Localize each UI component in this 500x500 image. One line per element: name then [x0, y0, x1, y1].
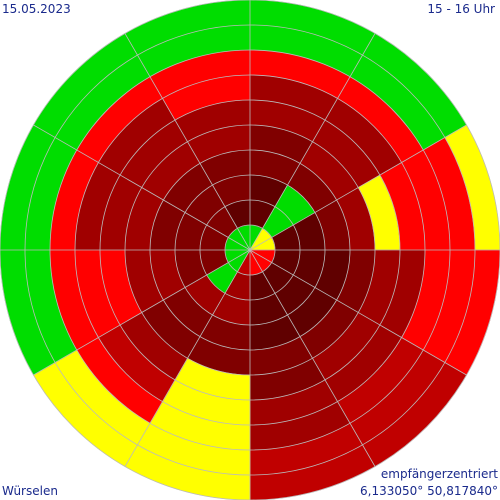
- grid-spoke-1: [249, 33, 376, 251]
- grid-spoke-11: [124, 33, 251, 251]
- grid-spoke-4: [249, 249, 467, 376]
- grid-spoke-7: [124, 249, 251, 467]
- grid-spoke-5: [249, 249, 376, 467]
- grid-spoke-8: [33, 249, 251, 376]
- grid-spoke-2: [249, 124, 467, 251]
- location-label: Würselen: [2, 484, 58, 498]
- coordinates-label: 6,133050° 50,817840°: [360, 484, 498, 498]
- date-label: 15.05.2023: [2, 2, 71, 16]
- grid-spoke-10: [33, 124, 251, 251]
- mode-label: empfängerzentriert: [380, 467, 498, 481]
- time-range-label: 15 - 16 Uhr: [427, 2, 495, 16]
